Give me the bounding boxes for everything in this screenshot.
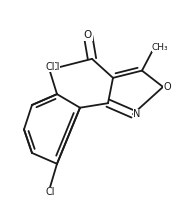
- Text: CH₃: CH₃: [152, 43, 169, 52]
- Text: O: O: [84, 30, 92, 40]
- Text: N: N: [133, 109, 140, 119]
- Text: Cl: Cl: [45, 62, 55, 72]
- Text: O: O: [163, 82, 171, 92]
- Text: Cl: Cl: [45, 187, 55, 197]
- Text: Cl: Cl: [51, 62, 60, 72]
